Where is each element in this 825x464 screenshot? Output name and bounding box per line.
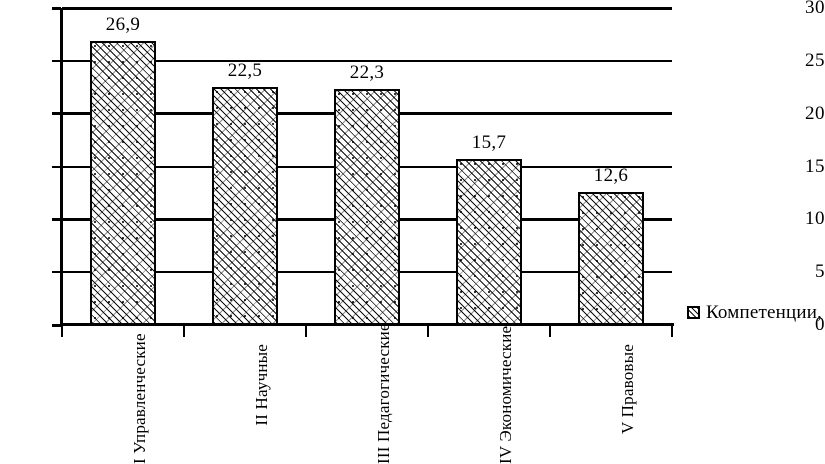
y-axis-label: 0 xyxy=(815,314,825,335)
y-axis-label: 25 xyxy=(805,49,825,71)
bar-value-label: 12,6 xyxy=(593,164,629,186)
bar-value-label: 26,9 xyxy=(105,13,141,35)
x-axis-category-label: III Педагогические xyxy=(374,323,393,464)
bar-value-label: 15,7 xyxy=(471,132,507,154)
y-axis-tick xyxy=(52,112,61,116)
plot-area xyxy=(62,6,672,325)
x-axis-tick xyxy=(61,326,63,337)
x-axis-category-label: II Научные xyxy=(252,344,271,426)
x-axis-tick xyxy=(549,326,551,337)
legend-label: Компетенции, % xyxy=(706,302,825,323)
x-axis-tick xyxy=(183,326,185,337)
y-axis-label: 30 xyxy=(805,0,825,18)
y-axis-tick xyxy=(52,59,61,62)
y-axis-tick xyxy=(52,217,61,221)
bar xyxy=(90,40,156,325)
bar xyxy=(578,191,644,325)
x-axis-category-label: I Управленческие xyxy=(130,333,149,464)
y-axis-label: 5 xyxy=(815,261,825,283)
y-axis-tick xyxy=(52,6,61,10)
x-axis-category-label: IV Экономические xyxy=(496,325,515,464)
chart-legend: Компетенции, % xyxy=(687,303,825,322)
y-axis-label: 20 xyxy=(805,102,825,124)
y-axis-tick xyxy=(52,323,61,327)
bar xyxy=(334,89,400,325)
bar-value-label: 22,3 xyxy=(349,62,385,84)
bar xyxy=(212,87,278,325)
bar-value-label: 22,5 xyxy=(227,60,263,82)
y-axis-label: 15 xyxy=(805,155,825,177)
x-axis-tick xyxy=(671,326,673,337)
legend-swatch-icon xyxy=(687,306,700,319)
x-axis-category-label: V Правовые xyxy=(618,344,637,434)
y-axis-tick xyxy=(52,165,61,168)
y-axis-label: 10 xyxy=(805,208,825,230)
x-axis-tick xyxy=(305,326,307,337)
bar xyxy=(456,159,522,325)
gridline xyxy=(62,59,672,62)
y-axis-line xyxy=(60,8,63,327)
x-axis-tick xyxy=(427,326,429,337)
y-axis-tick xyxy=(52,271,61,274)
gridline xyxy=(62,6,672,10)
